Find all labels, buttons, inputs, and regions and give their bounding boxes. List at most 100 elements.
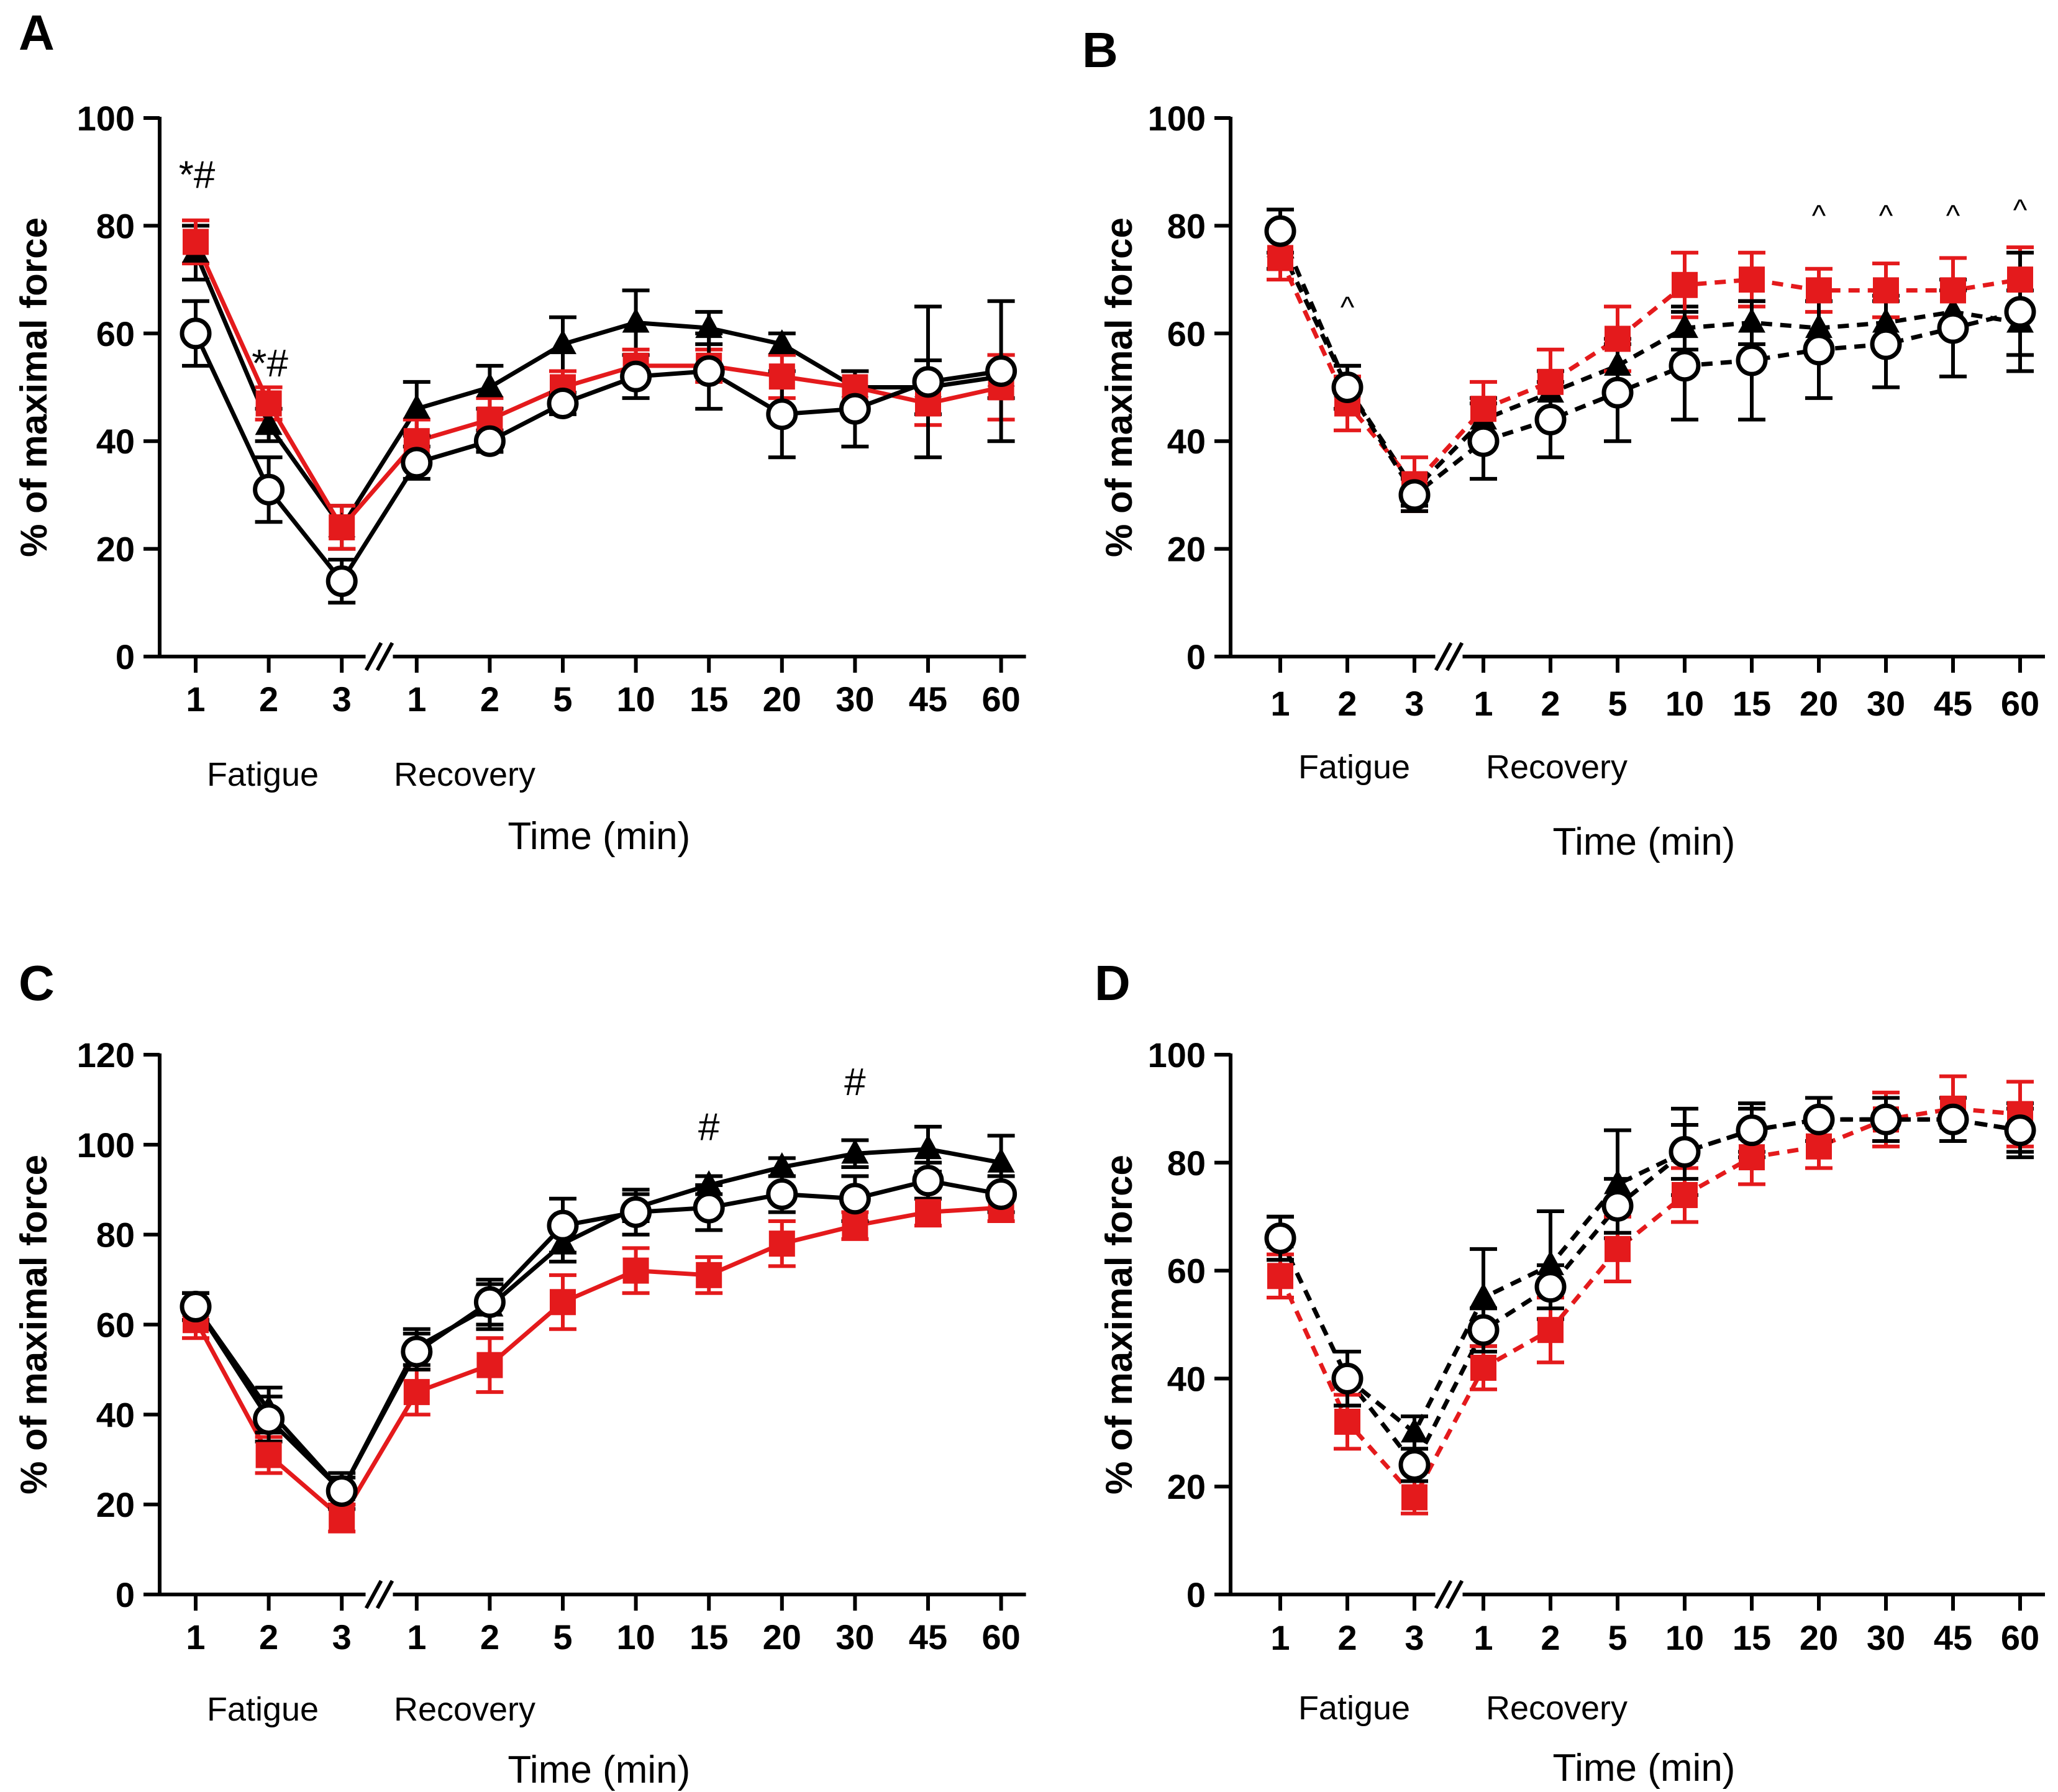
data-point-square — [403, 1379, 430, 1406]
y-tick-label: 100 — [77, 99, 135, 138]
axis-break-mark — [1434, 642, 1453, 671]
panel-a: A 0 20 40 60 80 100 1 2 3 1 2 5 10 15 20 30 45 60 Fatigue Re… — [13, 5, 1026, 858]
x-tick-label: 45 — [1934, 1618, 1972, 1657]
data-point-circle — [1264, 1222, 1296, 1254]
data-point-circle — [1398, 479, 1431, 511]
data-point-circle — [985, 355, 1018, 387]
y-tick-label: 60 — [96, 1306, 135, 1345]
series-line-circle — [1278, 230, 2021, 498]
data-point-circle — [180, 317, 212, 350]
data-point-circle — [766, 1178, 798, 1210]
y-tick-label: 100 — [1148, 99, 1206, 138]
y-tick-label: 0 — [1186, 637, 1206, 676]
x-axis-title: Time (min) — [508, 1749, 690, 1791]
x-tick-label: 5 — [553, 1617, 572, 1657]
data-point-square — [1470, 396, 1496, 422]
y-tick-label: 60 — [1167, 314, 1206, 353]
phase-label-fatigue: Fatigue — [1298, 1690, 1410, 1727]
y-axis-title: % of maximal force — [1098, 1155, 1140, 1494]
data-point-circle — [1264, 215, 1296, 247]
data-point-triangle — [695, 1170, 723, 1196]
x-tick-label: 30 — [835, 1617, 874, 1657]
data-point-circle — [912, 1165, 944, 1197]
data-point-circle — [547, 388, 579, 420]
data-point-square — [768, 363, 795, 390]
significance-annotation: *# — [179, 154, 216, 197]
x-tick-label: 30 — [835, 680, 874, 719]
data-point-square — [183, 229, 209, 255]
x-tick-label: 20 — [763, 1617, 801, 1657]
y-tick-label: 20 — [96, 530, 135, 569]
y-tick-label: 0 — [116, 1575, 135, 1614]
x-tick-label: 1 — [186, 1617, 205, 1657]
series-line-square — [193, 1205, 1001, 1521]
data-point-circle — [2004, 1114, 2036, 1147]
data-point-circle — [1803, 334, 1835, 366]
y-tick-label: 80 — [96, 206, 135, 245]
y-axis-title: % of maximal force — [1098, 217, 1140, 557]
x-tick-label: 1 — [407, 680, 426, 719]
phase-label-recovery: Recovery — [394, 1691, 535, 1728]
data-point-circle — [620, 360, 652, 393]
x-tick-label: 10 — [616, 680, 655, 719]
data-point-triangle — [255, 410, 283, 435]
x-tick-label: 3 — [1405, 1618, 1424, 1657]
data-point-triangle — [1872, 307, 1900, 333]
data-point-circle — [1331, 1362, 1364, 1394]
data-point-circle — [401, 447, 433, 479]
data-point-circle — [839, 1183, 871, 1215]
y-tick-label: 20 — [96, 1485, 135, 1524]
data-point-circle — [693, 355, 725, 387]
phase-label-fatigue: Fatigue — [207, 756, 319, 793]
y-tick-label: 40 — [1167, 1359, 1206, 1398]
x-tick-label: 1 — [186, 680, 205, 719]
axis-break-mark — [1434, 1580, 1453, 1609]
x-tick-label: 1 — [1473, 1618, 1493, 1657]
data-point-circle — [2004, 296, 2036, 328]
data-point-circle — [1331, 371, 1364, 403]
data-point-triangle — [768, 1152, 796, 1178]
y-tick-label: 80 — [1167, 1144, 1206, 1183]
data-point-square — [1537, 1317, 1564, 1344]
x-tick-label: 10 — [616, 1617, 655, 1657]
x-axis-title: Time (min) — [1553, 1747, 1736, 1790]
y-tick-label: 20 — [1167, 530, 1206, 569]
data-point-triangle — [695, 313, 723, 339]
x-axis-title: Time (min) — [1553, 821, 1736, 863]
x-tick-label: 20 — [763, 680, 801, 719]
x-tick-label: 60 — [981, 680, 1020, 719]
data-point-triangle — [1401, 1417, 1428, 1443]
y-tick-label: 40 — [1167, 422, 1206, 461]
data-point-circle — [1534, 1271, 1567, 1303]
series-line-circle — [1278, 1117, 2021, 1467]
x-tick-label: 1 — [1473, 684, 1493, 723]
x-tick-label: 1 — [1270, 684, 1290, 723]
series-line-square — [193, 240, 1002, 530]
data-point-square — [768, 1230, 795, 1257]
x-tick-label: 2 — [259, 680, 278, 719]
x-axis-title: Time (min) — [508, 815, 690, 858]
panel-letter: C — [19, 955, 55, 1011]
data-point-circle — [326, 565, 358, 598]
data-point-circle — [253, 473, 285, 506]
x-tick-label: 60 — [981, 1617, 1020, 1657]
x-tick-label: 45 — [1934, 684, 1972, 723]
phase-label-fatigue: Fatigue — [1298, 748, 1410, 786]
data-point-circle — [1870, 328, 1902, 360]
data-point-circle — [1937, 1103, 1969, 1135]
panel-letter: A — [19, 5, 55, 60]
data-point-square — [1470, 1355, 1496, 1381]
y-tick-label: 0 — [116, 637, 135, 676]
y-tick-label: 0 — [1186, 1575, 1206, 1614]
x-tick-label: 15 — [1732, 1618, 1771, 1657]
data-point-circle — [1669, 350, 1701, 382]
panel-b: B 0 20 40 60 80 100 1 2 3 1 2 5 10 15 20 30 45 60 Fatigue Re… — [1082, 22, 2045, 863]
x-tick-label: 3 — [332, 1617, 352, 1657]
data-point-circle — [1601, 376, 1634, 409]
x-tick-label: 45 — [909, 680, 947, 719]
x-tick-label: 30 — [1867, 684, 1905, 723]
x-tick-label: 2 — [1541, 684, 1560, 723]
data-point-triangle — [1604, 350, 1631, 376]
data-point-square — [329, 514, 355, 540]
data-point-square — [1267, 245, 1293, 271]
